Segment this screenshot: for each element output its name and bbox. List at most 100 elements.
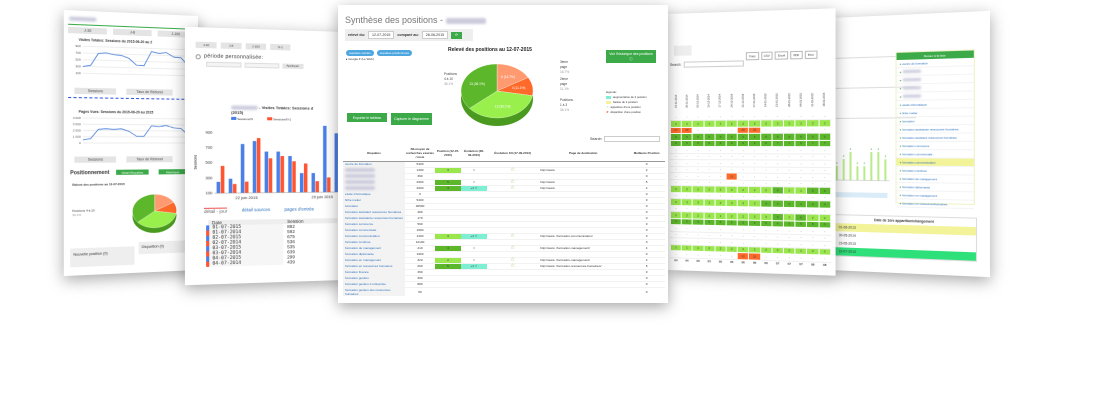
column-header[interactable]: Évolution (28-06-2015) <box>461 145 487 161</box>
date-header[interactable]: 10-12-2014 <box>704 87 715 113</box>
bar-n1 <box>221 166 225 193</box>
heatmap-cell: - <box>807 126 819 133</box>
search-engine: ▸ Google.fr (Le Web) <box>346 57 414 61</box>
history-button[interactable]: Historique <box>159 169 187 174</box>
period-tab[interactable]: J-30 <box>196 42 217 49</box>
date-header[interactable]: 17-12-2014 <box>715 87 726 113</box>
detail-tab[interactable]: détail - jour <box>204 208 227 215</box>
y-tick: 700 <box>205 145 213 150</box>
compare-date-select[interactable]: 28-06-2015 <box>422 31 448 39</box>
positioned-queries-pill[interactable]: requêtes positionnées <box>377 50 412 56</box>
bounce-rate-button-2[interactable]: Taux de Rebond <box>126 156 172 162</box>
date-header[interactable]: 21-01-2015 <box>772 86 784 113</box>
query-list-item[interactable]: ● formation en ressourceshumaines <box>897 199 974 209</box>
positions-heatmap: 19-11-2014 26-11-2014 03-12-2014 10-12-2014… <box>670 86 831 270</box>
date-header[interactable]: 04-02-2015 <box>795 86 807 113</box>
positions-history-panel: Search: Copy CSV Excel PDF Print 19-11-2014 2… <box>668 8 836 275</box>
date-header[interactable]: 31-12-2014 <box>737 87 748 114</box>
date-header[interactable]: 18-02-2015 <box>819 86 831 113</box>
bounce-rate-button[interactable]: Taux de Rebond <box>126 89 172 96</box>
date-header[interactable]: 03-12-2014 <box>693 87 704 113</box>
gridline <box>83 73 190 76</box>
custom-period-radio[interactable] <box>196 54 201 59</box>
positions-table: Requêtes Nb moyen de recherches exactes /… <box>343 145 665 296</box>
end-date-input[interactable] <box>245 63 280 69</box>
y-tick: 500 <box>75 57 81 61</box>
y-tick: 100 <box>75 71 81 75</box>
sessions-bar-chart: Sessions90070050030010022 juin 2015 29 ju… <box>191 121 344 204</box>
y-tick: 2 000 <box>73 128 81 132</box>
period-tab[interactable]: J-8 <box>221 42 242 49</box>
search-input[interactable] <box>604 136 660 142</box>
column-header[interactable]: Évolution 1N (17-09-2013) <box>487 145 538 161</box>
back-tab[interactable] <box>674 45 692 55</box>
date-header[interactable]: 28-01-2015 <box>783 86 795 113</box>
date-header[interactable]: 11-02-2015 <box>807 86 819 113</box>
column-header[interactable]: Nb moyen de recherches exactes / mois <box>405 145 435 161</box>
query-link[interactable]: formation gestion des ressources humaine… <box>343 287 405 296</box>
detail-tabs: détail - jour détail sources pages d'entré… <box>204 206 314 214</box>
bar-label: 3 <box>843 154 845 158</box>
column-header[interactable]: Requêtes <box>343 145 405 161</box>
export-copy-button[interactable]: Copy <box>746 52 759 60</box>
date-header[interactable]: 07-01-2015 <box>749 87 760 114</box>
sessions-line-chart: 900700500300100 <box>68 44 190 84</box>
legend: légende: augmentation de 2 position bais… <box>606 90 647 115</box>
refresh-icon[interactable]: ⟳ <box>451 32 462 39</box>
releve-date-select[interactable]: 12-07-2015 <box>368 31 394 39</box>
column-header[interactable]: Position (12-07-2015) <box>435 145 461 161</box>
date-header[interactable]: 14-01-2015 <box>760 87 772 114</box>
sessions-button-2[interactable]: Sessions <box>74 156 116 162</box>
query-list-item[interactable]: ● formation assistante ressources humain… <box>897 125 974 134</box>
column-header[interactable]: Page de destination <box>538 145 628 161</box>
position-bar <box>843 159 845 180</box>
query-list-item[interactable]: ● formation assistant ressources humaine… <box>897 133 974 141</box>
query-list-item[interactable]: ● formation commerce <box>897 142 974 150</box>
export-csv-button[interactable]: CSV <box>761 52 773 60</box>
start-date-input[interactable] <box>206 62 241 68</box>
positions-pie-chart: 6 (16.7%)4 (11.1%)13 (36.1%)13 (36.1%) <box>443 55 553 135</box>
bar-label: 4 <box>878 148 880 151</box>
tracked-queries-pill[interactable]: requêtes suivies <box>346 50 374 56</box>
bar-label: 3 <box>885 154 887 158</box>
sessions-button[interactable]: Sessions <box>74 88 116 95</box>
export-table-button[interactable]: Exporter le tableau <box>347 113 387 122</box>
detail-tab[interactable]: pages d'entrée <box>284 206 314 212</box>
date-header[interactable]: 26-11-2014 <box>681 88 692 114</box>
bar-n1 <box>281 156 285 193</box>
destination-url[interactable] <box>538 287 628 296</box>
period-tab[interactable]: J-30 <box>68 27 107 35</box>
pie-slice-label: 13 (36.1%) <box>495 105 511 109</box>
heatmap-cell: 7 <box>772 140 784 147</box>
period-tab[interactable]: J-8 <box>113 29 151 37</box>
column-header[interactable]: Meilleure Position <box>628 145 665 161</box>
y-tick: 100 <box>205 190 213 195</box>
heatmap-cell: - <box>795 126 807 133</box>
footer-cell: 06 <box>749 259 760 266</box>
footer-cell: 07 <box>795 261 807 268</box>
sessions-table: Date Session 01-07-2015 892 01-07-2014 592 02-… <box>206 218 338 267</box>
bar-label: 4 <box>871 148 873 151</box>
view-history-button[interactable]: Voir l'historique des positions ⓘ <box>606 50 656 63</box>
heatmap-cell: 6 <box>795 140 807 147</box>
detail-queries-button[interactable]: Détail Requêtes <box>116 169 149 174</box>
gridline <box>83 60 190 63</box>
positioning-title: Positionnement <box>70 170 109 177</box>
apply-button[interactable]: Appliquer <box>282 64 303 70</box>
bar-label: 2 <box>857 161 859 165</box>
search-input[interactable] <box>683 60 743 67</box>
bar-n <box>241 144 245 193</box>
date-header[interactable]: 24-12-2014 <box>726 87 737 114</box>
export-excel-button[interactable]: Excel <box>775 51 788 60</box>
detail-tab[interactable]: détail sources <box>242 207 270 214</box>
footer-cell: 07 <box>783 261 795 268</box>
y-axis-label: Sessions <box>193 155 197 170</box>
export-print-button[interactable]: Print <box>805 51 817 60</box>
date-header[interactable]: 19-11-2014 <box>670 88 681 114</box>
period-tab[interactable]: J-100 <box>246 43 266 50</box>
position-bar-chart: 2342 24 43 <box>832 148 892 189</box>
capture-chart-button[interactable]: Capturer le diagramme <box>391 113 432 125</box>
export-pdf-button[interactable]: PDF <box>790 51 802 60</box>
period-tab[interactable]: N-1 <box>270 44 290 51</box>
analytics-overview-panel: J-30 J-8 J-100 Visites Totales: Sessions d… <box>64 10 198 276</box>
